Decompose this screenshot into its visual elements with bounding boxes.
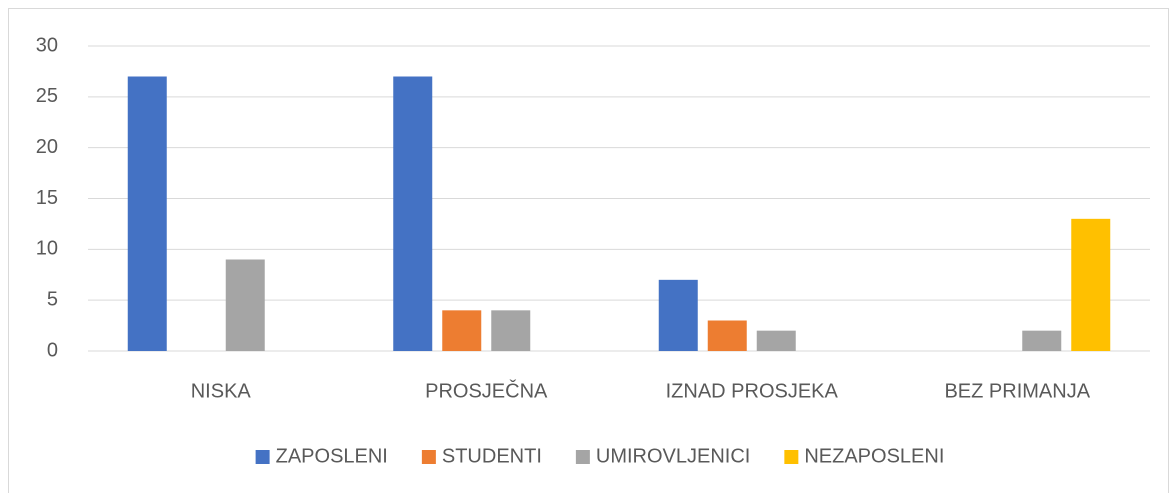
x-tick-label: BEZ PRIMANJA xyxy=(944,380,1090,402)
chart-frame xyxy=(8,8,1169,493)
y-tick-label: 10 xyxy=(36,238,58,260)
legend-marker xyxy=(575,450,590,464)
x-tick-label: IZNAD PROSJEKA xyxy=(666,380,839,402)
legend-label: NEZAPOSLENI xyxy=(804,445,944,467)
bar xyxy=(127,76,167,351)
y-tick-label: 25 xyxy=(36,85,58,107)
legend-marker xyxy=(255,450,270,464)
x-tick-label: PROSJEČNA xyxy=(425,379,548,402)
y-tick-label: 20 xyxy=(36,136,58,158)
y-tick-label: 30 xyxy=(36,34,58,56)
bar xyxy=(393,76,433,351)
legend-marker xyxy=(421,450,436,464)
legend-label: ZAPOSLENI xyxy=(276,445,388,467)
y-tick-label: 15 xyxy=(36,187,58,209)
x-tick-label: NISKA xyxy=(191,380,252,402)
y-tick-label: 5 xyxy=(47,288,58,310)
y-tick-label: 0 xyxy=(47,339,58,361)
legend-marker xyxy=(784,450,799,464)
bar xyxy=(491,310,531,351)
bar xyxy=(225,259,265,351)
bar xyxy=(658,279,698,351)
legend-label: UMIROVLJENICI xyxy=(596,445,750,467)
bar xyxy=(442,310,482,351)
legend-label: STUDENTI xyxy=(442,445,542,467)
bar xyxy=(707,320,747,351)
bar xyxy=(1071,218,1111,351)
bar xyxy=(1022,330,1062,351)
bar xyxy=(756,330,796,351)
